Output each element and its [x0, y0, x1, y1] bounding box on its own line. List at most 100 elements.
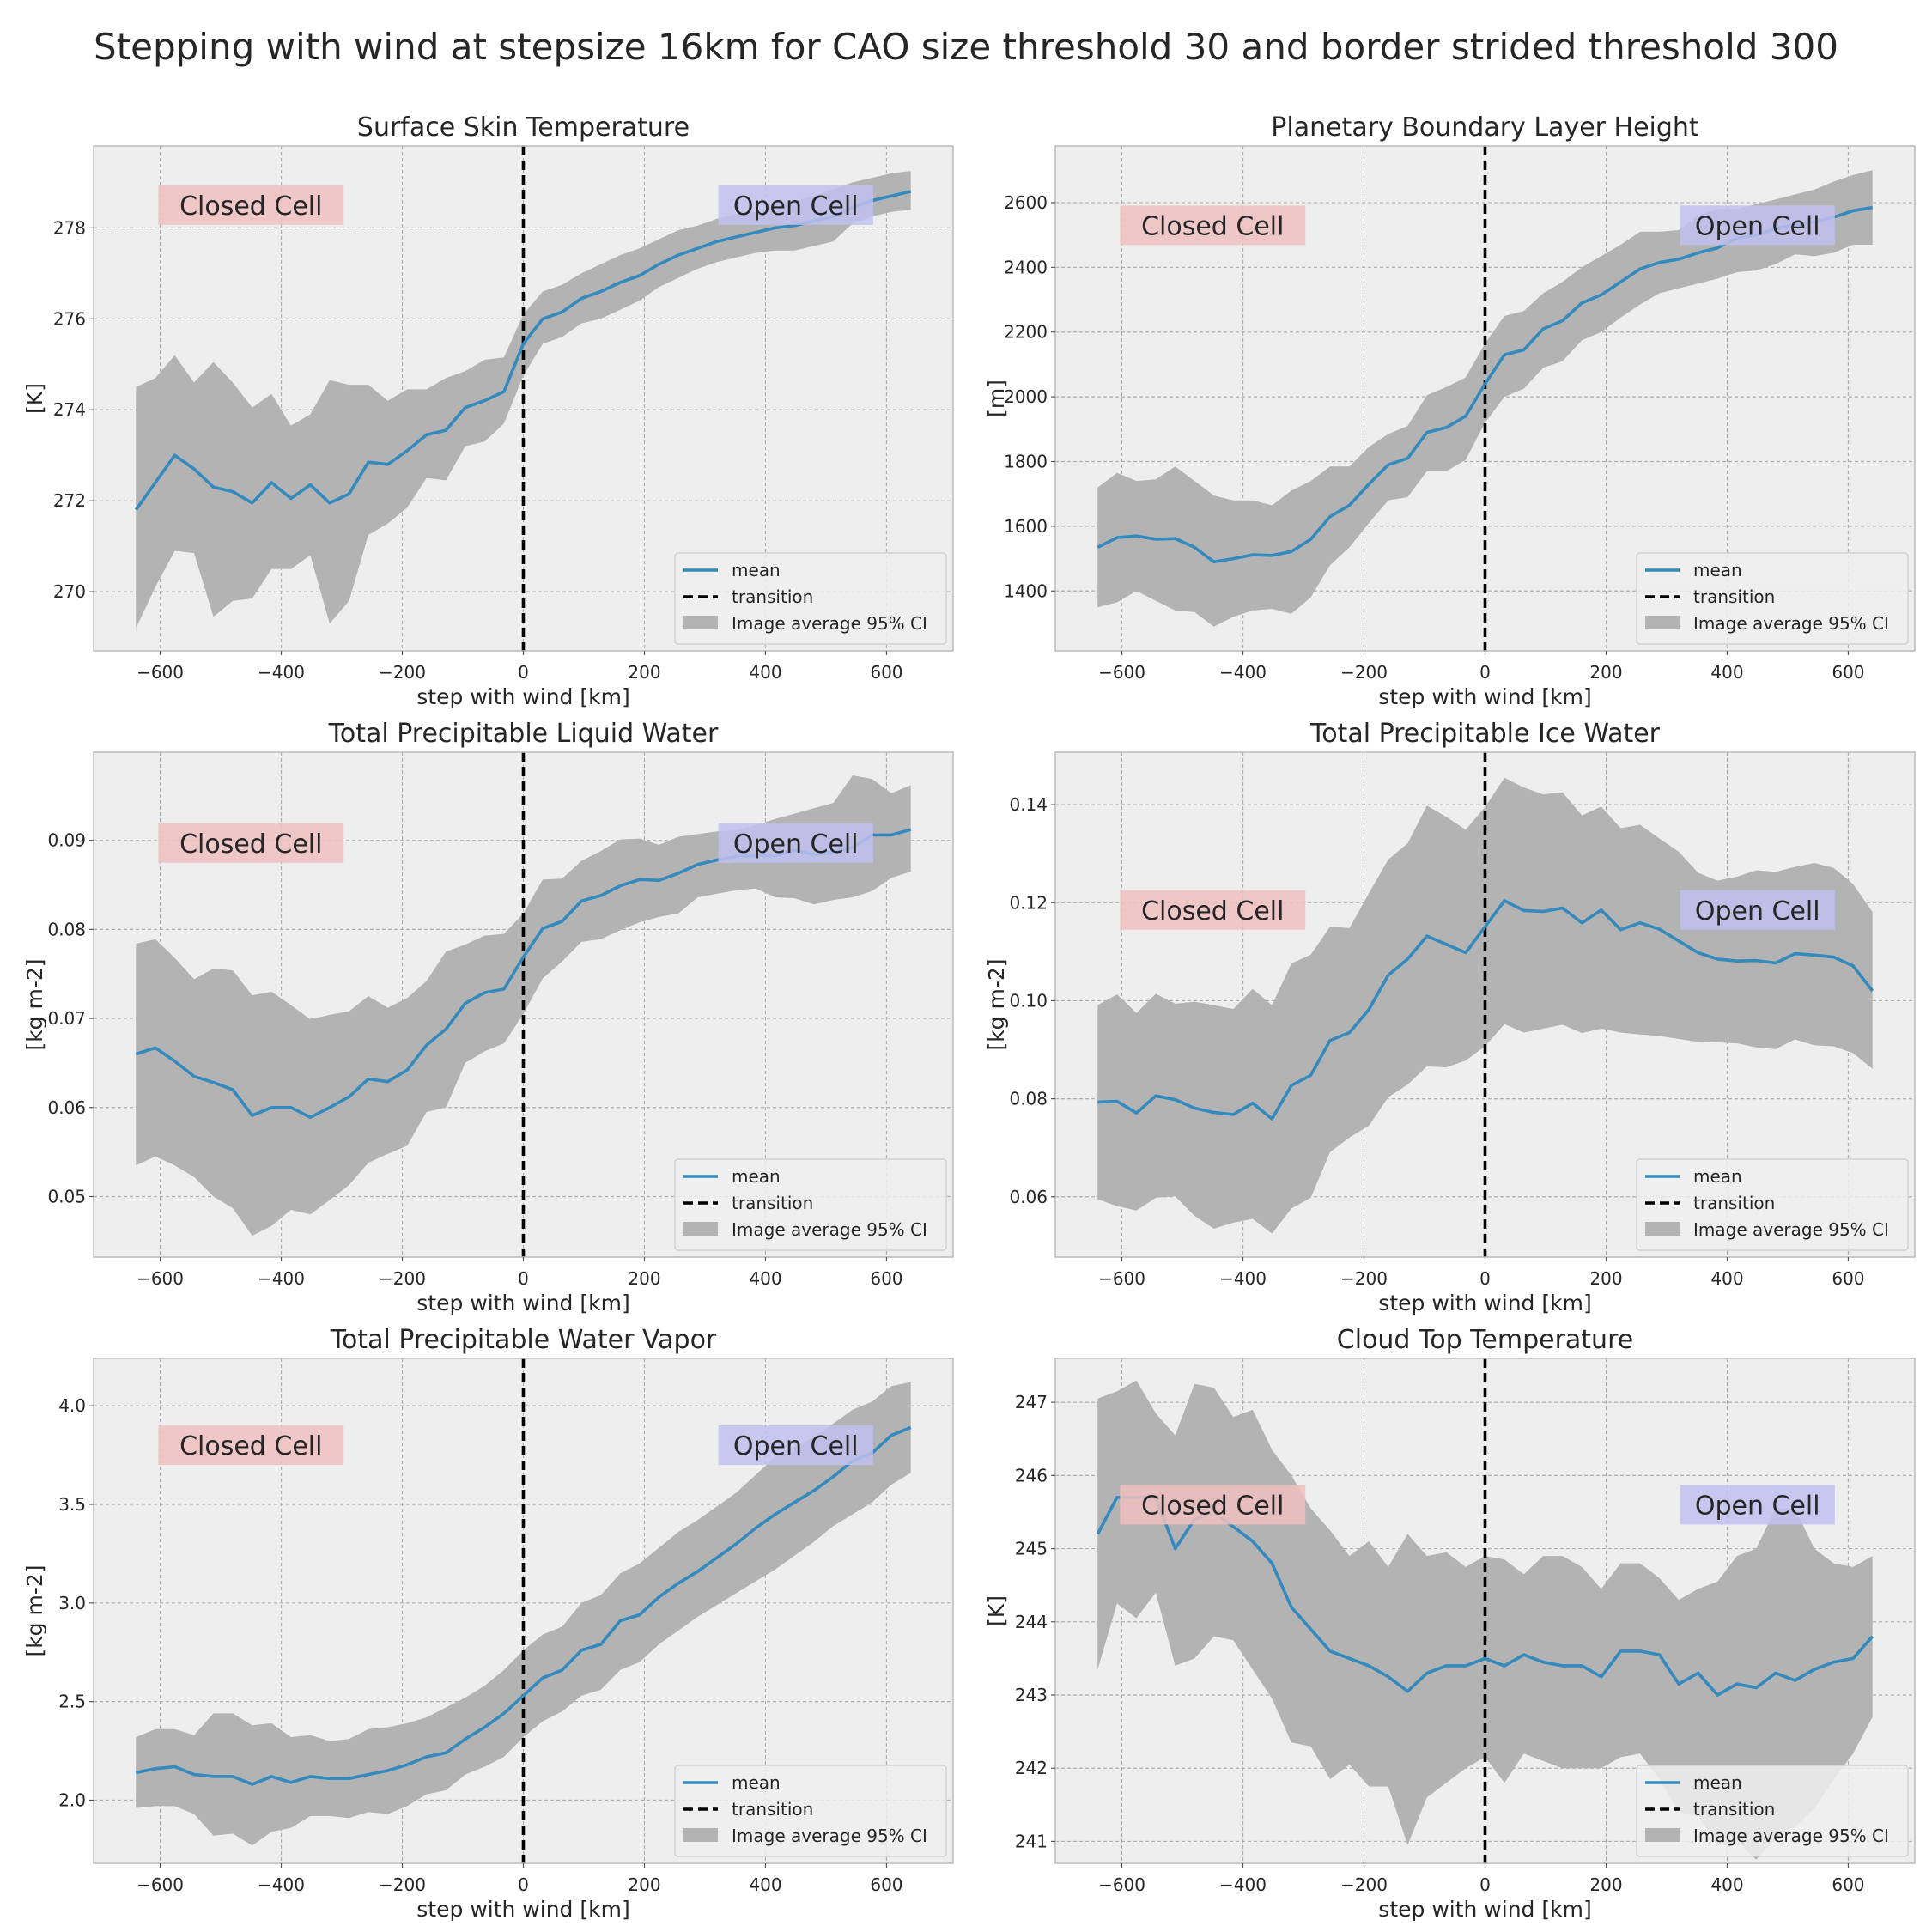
closed-cell-label: Closed Cell: [1141, 1491, 1284, 1521]
mean-line: [1097, 899, 1874, 1121]
panel-title: Total Precipitable Liquid Water: [328, 719, 719, 749]
panel-2: Closed Cell Open Cell −600 −400 −200 0 200 400 6…: [984, 112, 1916, 709]
closed-cell-label: Closed Cell: [1141, 896, 1284, 927]
x-tick-label: 200: [1589, 1874, 1622, 1895]
legend-transition-label: transition: [1693, 1193, 1775, 1213]
mean-line: [135, 1425, 912, 1786]
legend-mean-label: mean: [1693, 1772, 1742, 1793]
x-tick-label: −200: [1340, 1874, 1388, 1895]
legend-transition-label: transition: [732, 1193, 813, 1213]
y-tick-label: 1600: [1004, 516, 1048, 537]
x-tick-label: 200: [628, 1874, 660, 1895]
y-tick-label: 0.10: [1009, 990, 1048, 1011]
x-tick-label: −400: [1219, 662, 1267, 683]
y-axis-label: [K]: [984, 1595, 1009, 1626]
x-axis-label: step with wind [km]: [1378, 1897, 1591, 1922]
y-tick-label: 0.06: [1009, 1187, 1048, 1207]
x-tick-label: −400: [1219, 1268, 1267, 1289]
y-tick-label: 278: [53, 217, 86, 238]
legend-mean-label: mean: [732, 1166, 781, 1187]
open-cell-label: Open Cell: [733, 1431, 859, 1461]
y-axis-label: [m]: [984, 380, 1009, 417]
panel-5: Closed Cell Open Cell −600 −400 −200 0 200 400 6…: [22, 1325, 954, 1922]
panel-title: Total Precipitable Ice Water: [1309, 719, 1661, 749]
open-cell-box: [1680, 1485, 1835, 1525]
x-tick-label: −200: [379, 662, 426, 683]
open-cell-box: [1680, 890, 1835, 930]
panel-3: Closed Cell Open Cell −600 −400 −200 0 200 400 6…: [22, 719, 954, 1315]
x-tick-label: 600: [1832, 662, 1864, 683]
y-tick-label: 274: [53, 399, 86, 420]
legend-box: [1636, 552, 1909, 645]
x-tick-label: 400: [749, 1268, 781, 1289]
y-axis-label: [kg m-2]: [984, 958, 1009, 1050]
x-tick-label: −400: [258, 662, 305, 683]
x-tick-label: 200: [628, 662, 660, 683]
y-tick-label: 4.0: [58, 1395, 86, 1416]
y-tick-label: 272: [53, 490, 86, 511]
x-tick-label: 0: [1479, 1874, 1491, 1895]
x-tick-label: 600: [870, 662, 902, 683]
x-axis-label: step with wind [km]: [416, 1291, 629, 1315]
legend-transition-label: transition: [1693, 586, 1775, 607]
open-cell-label: Open Cell: [1695, 1491, 1820, 1521]
y-tick-label: 245: [1015, 1539, 1048, 1559]
y-tick-label: 270: [53, 581, 86, 602]
y-tick-label: 2.5: [58, 1692, 86, 1712]
open-cell-label: Open Cell: [733, 829, 859, 860]
legend-ci-label: Image average 95% CI: [732, 1826, 927, 1846]
x-tick-label: −400: [258, 1874, 305, 1895]
panel-title: Planetary Boundary Layer Height: [1271, 112, 1699, 143]
figure-title: Stepping with wind at stepsize 16km for …: [94, 26, 1838, 68]
legend-ci-swatch: [1645, 616, 1680, 629]
y-tick-label: 2200: [1004, 322, 1048, 343]
closed-cell-label: Closed Cell: [179, 191, 322, 222]
legend-mean-label: mean: [732, 560, 781, 580]
x-axis-label: step with wind [km]: [416, 1897, 629, 1922]
y-tick-label: 244: [1015, 1612, 1048, 1632]
y-tick-label: 241: [1015, 1831, 1048, 1851]
legend-mean-label: mean: [1693, 560, 1742, 580]
x-tick-label: −600: [1098, 1268, 1145, 1289]
y-tick-label: 2000: [1004, 386, 1048, 407]
closed-cell-box: [158, 823, 344, 863]
legend-mean-label: mean: [732, 1772, 781, 1793]
x-tick-label: −200: [1340, 1268, 1388, 1289]
y-tick-label: 2600: [1004, 192, 1048, 213]
closed-cell-box: [1120, 890, 1306, 930]
open-cell-label: Open Cell: [1695, 211, 1820, 241]
x-tick-label: −400: [1219, 1874, 1267, 1895]
closed-cell-label: Closed Cell: [1141, 211, 1284, 241]
open-cell-label: Open Cell: [733, 191, 859, 222]
x-tick-label: 0: [1479, 662, 1491, 683]
open-cell-label: Open Cell: [1695, 896, 1820, 927]
legend-mean-label: mean: [1693, 1166, 1742, 1187]
y-tick-label: 0.09: [47, 830, 86, 851]
legend-ci-swatch: [1645, 1828, 1680, 1842]
y-tick-label: 2.0: [58, 1790, 86, 1811]
legend-ci-label: Image average 95% CI: [1693, 1219, 1889, 1240]
x-tick-label: −600: [1098, 662, 1145, 683]
closed-cell-label: Closed Cell: [179, 1431, 322, 1461]
closed-cell-label: Closed Cell: [179, 829, 322, 860]
x-tick-label: 600: [1832, 1874, 1864, 1895]
closed-cell-box: [158, 185, 344, 225]
panel-1: Closed Cell Open Cell −600 −400 −200 0 200 400 6…: [22, 112, 954, 709]
x-tick-label: 0: [518, 662, 529, 683]
y-axis-label: [K]: [22, 383, 47, 414]
x-tick-label: 0: [1479, 1268, 1491, 1289]
closed-cell-box: [1120, 205, 1306, 246]
y-tick-label: 3.0: [58, 1593, 86, 1613]
legend-ci-swatch: [1645, 1222, 1680, 1236]
legend-ci-label: Image average 95% CI: [732, 613, 927, 634]
x-tick-label: 400: [749, 1874, 781, 1895]
x-tick-label: −200: [1340, 662, 1388, 683]
y-axis-label: [kg m-2]: [22, 958, 47, 1050]
x-tick-label: −200: [379, 1268, 426, 1289]
y-tick-label: 0.05: [47, 1186, 86, 1206]
mean-line: [134, 190, 912, 511]
x-tick-label: 600: [870, 1874, 902, 1895]
legend-transition-label: transition: [1693, 1799, 1775, 1820]
